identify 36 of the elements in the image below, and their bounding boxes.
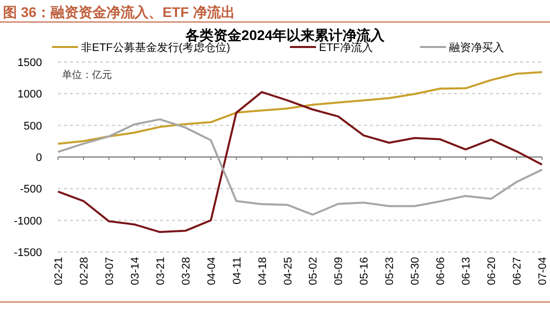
x-tick-label: 03-21 bbox=[154, 257, 167, 286]
y-tick-label: -1500 bbox=[14, 247, 42, 259]
y-tick-label: 1000 bbox=[18, 88, 42, 101]
caption: 图 36：融资资金净流入、ETF 净流出 bbox=[3, 4, 235, 20]
x-tick-label: 06-06 bbox=[435, 257, 448, 286]
x-tick-label: 06-27 bbox=[512, 257, 524, 286]
x-tick-label: 05-09 bbox=[333, 257, 346, 286]
x-tick-label: 02-28 bbox=[78, 257, 90, 286]
y-tick-label: 0 bbox=[36, 152, 42, 164]
x-tick-label: 04-04 bbox=[206, 257, 218, 286]
y-tick-label: 500 bbox=[24, 120, 42, 132]
y-tick-label: -500 bbox=[20, 184, 42, 196]
x-tick-label: 06-20 bbox=[486, 257, 498, 286]
x-tick-label: 05-30 bbox=[410, 257, 422, 286]
x-tick-label: 05-16 bbox=[358, 257, 371, 286]
x-tick-label: 04-25 bbox=[282, 257, 294, 286]
legend-label: 融资净买入 bbox=[449, 41, 504, 54]
line-series bbox=[57, 71, 543, 145]
y-tick-label: 1500 bbox=[18, 57, 42, 69]
x-tick-label: 05-02 bbox=[308, 257, 320, 286]
x-tick-label: 03-07 bbox=[104, 257, 116, 286]
x-tick-label: 03-28 bbox=[180, 257, 192, 286]
chart-title: 各类资金2024年以来累计净流入 bbox=[184, 27, 386, 43]
line-series bbox=[57, 91, 543, 234]
legend-label: 非ETF公募基金发行(考虑仓位) bbox=[81, 41, 230, 54]
annotation: 单位：亿元 bbox=[62, 69, 112, 81]
line-series bbox=[57, 118, 543, 216]
x-tick-label: 06-13 bbox=[460, 257, 473, 286]
x-tick-label: 04-18 bbox=[256, 257, 269, 286]
x-tick-label: 03-14 bbox=[129, 257, 142, 286]
x-tick-label: 02-21 bbox=[53, 257, 65, 286]
y-tick-label: -1000 bbox=[14, 215, 42, 228]
x-tick-label: 07-04 bbox=[537, 257, 549, 286]
legend-label: ETF净流入 bbox=[319, 41, 373, 54]
x-tick-label: 05-23 bbox=[384, 257, 396, 286]
x-tick-label: 04-11 bbox=[231, 257, 244, 284]
